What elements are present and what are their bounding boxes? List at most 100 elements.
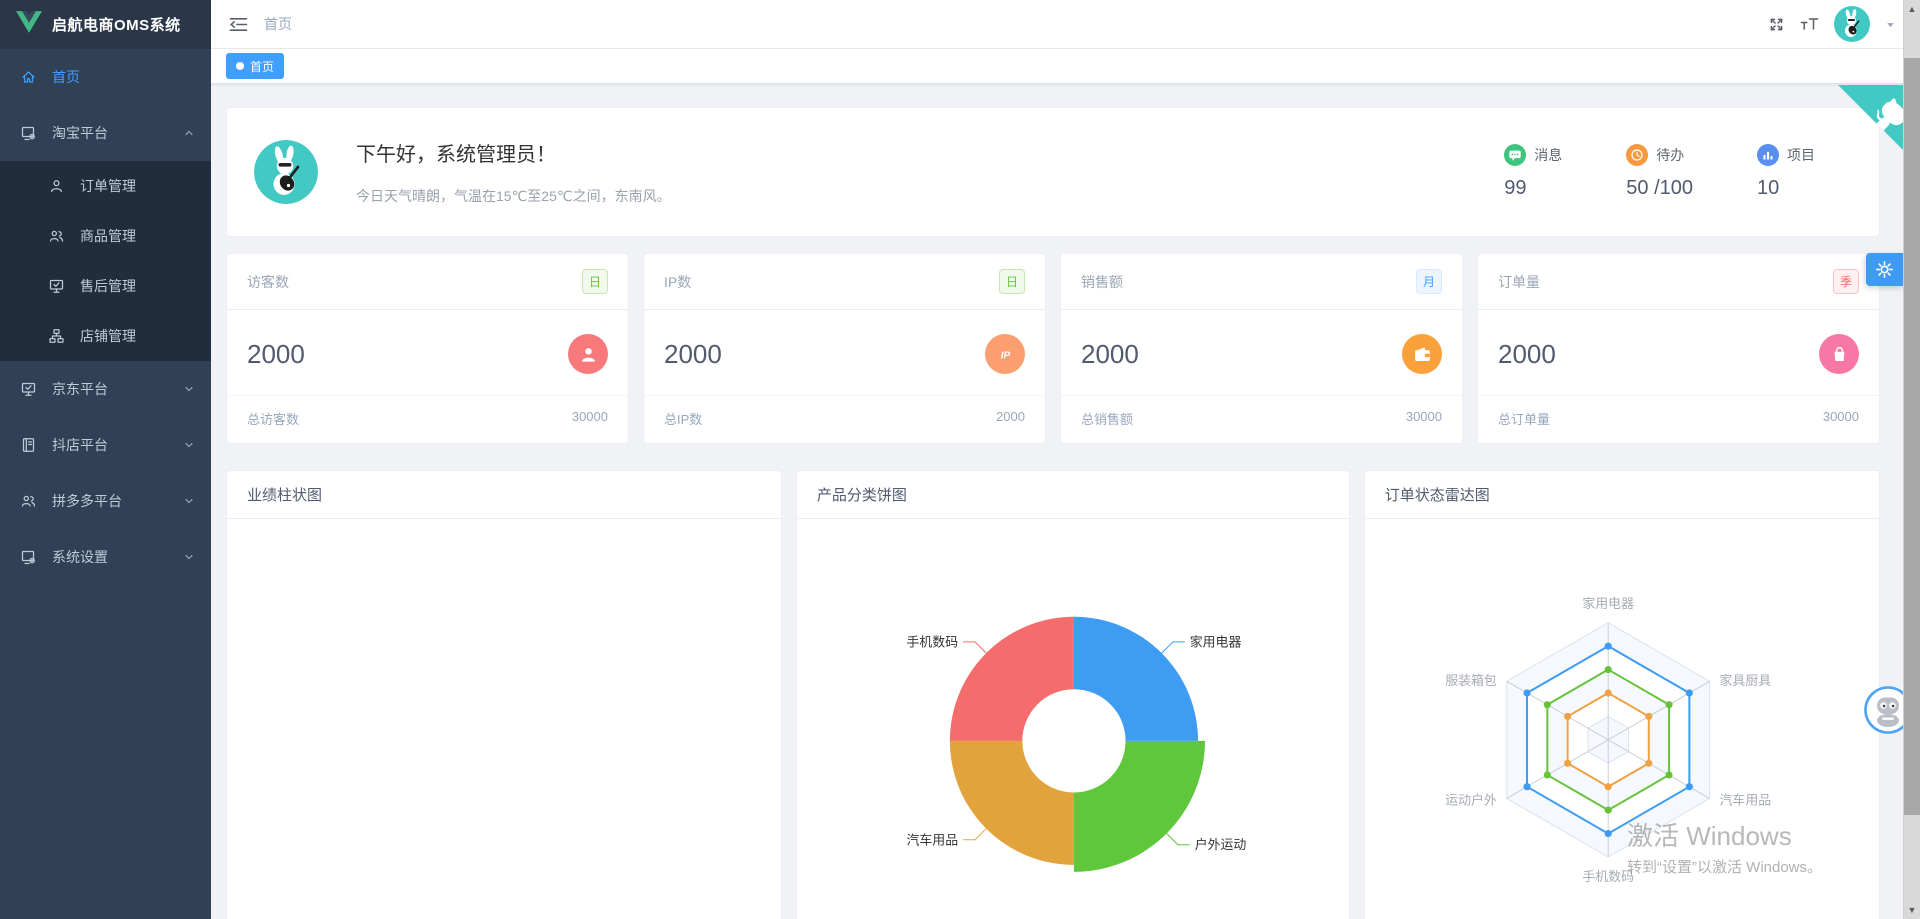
sidebar-item-goods-manage[interactable]: 商品管理 <box>0 211 211 261</box>
bag-icon <box>1819 334 1859 374</box>
github-corner[interactable] <box>1838 85 1920 167</box>
welcome-card: 下午好，系统管理员！ 今日天气晴朗，气温在15℃至25℃之间，东南风。 消息 9… <box>226 107 1880 237</box>
chevron-up-icon <box>183 127 195 139</box>
welcome-stat-value: 99 <box>1504 177 1527 199</box>
stat-card-orders: 订单量 季 2000 总订单量 30000 <box>1477 253 1880 444</box>
settings-fab[interactable] <box>1866 253 1903 286</box>
font-size-icon[interactable] <box>1800 16 1819 32</box>
stat-card-visitors: 访客数 日 2000 总访客数 30000 <box>226 253 629 444</box>
stat-card-ip: IP数 日 2000 IP 总IP数 2000 <box>643 253 1046 444</box>
sidebar-item-label: 售后管理 <box>80 278 136 294</box>
home-icon <box>20 69 38 85</box>
sidebar-item-label: 首页 <box>52 69 80 85</box>
stat-card-footer-value: 30000 <box>1405 409 1442 424</box>
chevron-down-icon <box>183 439 195 451</box>
welcome-text: 下午好，系统管理员！ 今日天气晴朗，气温在15℃至25℃之间，东南风。 <box>356 138 671 206</box>
app-logo: 启航电商OMS系统 <box>0 0 211 49</box>
stat-card-badge: 季 <box>1832 269 1859 294</box>
welcome-avatar <box>254 140 318 204</box>
stat-card-footer-label: 总订单量 <box>1498 412 1551 427</box>
clock-icon <box>1626 144 1649 166</box>
chevron-down-icon <box>183 495 195 507</box>
sidebar-item-home[interactable]: 首页 <box>0 49 211 105</box>
svg-text:汽车用品: 汽车用品 <box>1719 792 1771 807</box>
user-avatar[interactable] <box>1834 6 1870 42</box>
sidebar-item-pdd[interactable]: 拼多多平台 <box>0 473 211 529</box>
stat-card-title: IP数 <box>664 273 692 290</box>
stat-card-footer-label: 总访客数 <box>247 412 300 427</box>
sidebar-item-order-manage[interactable]: 订单管理 <box>0 161 211 211</box>
sidebar-item-label: 系统设置 <box>52 549 108 565</box>
welcome-stat-todos: 待办 50 /100 <box>1626 144 1693 200</box>
users-icon <box>48 228 66 244</box>
chart-title: 业绩柱状图 <box>247 487 323 504</box>
sidebar-item-label: 订单管理 <box>80 178 136 194</box>
welcome-stat-projects: 项目 10 <box>1757 144 1815 200</box>
tab-bar: 首页 <box>211 49 1920 84</box>
chart-title: 订单状态雷达图 <box>1384 487 1490 504</box>
sidebar-collapse-button[interactable] <box>229 17 248 32</box>
welcome-stat-label: 待办 <box>1656 147 1685 163</box>
svg-text:家用电器: 家用电器 <box>1582 596 1634 611</box>
stat-card-row: 访客数 日 2000 总访客数 30000 IP数 日 2000 IP 总IP数… <box>226 253 1880 444</box>
tab-home[interactable]: 首页 <box>226 53 285 79</box>
chart-card-bar: 业绩柱状图 00%2,00020%4,00040%6,00060%8,00080… <box>226 470 782 919</box>
scroll-up-arrow-icon[interactable]: ▲ <box>1907 4 1917 14</box>
sidebar-item-store-manage[interactable]: 店铺管理 <box>0 311 211 361</box>
project-icon <box>1757 144 1779 166</box>
stat-card-footer-label: 总IP数 <box>664 412 703 427</box>
welcome-stat-label: 项目 <box>1787 147 1815 163</box>
sidebar-item-settings[interactable]: 系统设置 <box>0 529 211 585</box>
users-icon <box>20 493 38 509</box>
chevron-down-icon <box>183 551 195 563</box>
vue-logo-icon <box>16 11 42 38</box>
stat-card-footer-value: 30000 <box>1822 409 1859 424</box>
sidebar-item-label: 拼多多平台 <box>52 493 122 509</box>
main-area: 首页 首页 下午好，系统管理员！ 今日天气晴朗，气温在15℃至25℃之间，东南风… <box>211 0 1920 919</box>
svg-text:家用电器: 家用电器 <box>1190 634 1242 649</box>
sidebar-item-doudian[interactable]: 抖店平台 <box>0 417 211 473</box>
welcome-stat-label: 消息 <box>1534 147 1563 163</box>
book-icon <box>20 437 38 453</box>
chart-row: 业绩柱状图 00%2,00020%4,00040%6,00060%8,00080… <box>226 470 1880 919</box>
chevron-down-icon <box>183 383 195 395</box>
scroll-down-arrow-icon[interactable]: ▼ <box>1907 905 1917 915</box>
stat-card-title: 订单量 <box>1498 273 1540 290</box>
fullscreen-icon[interactable] <box>1768 16 1785 33</box>
caret-down-icon[interactable] <box>1885 19 1896 30</box>
monitor-check-icon <box>48 278 66 294</box>
sidebar-submenu-taobao: 订单管理 商品管理 售后管理 店铺管理 <box>0 161 211 361</box>
chart-card-radar: 订单状态雷达图 家用电器 家具厨具 汽车用品 手机数码 运动户外 服装箱包 <box>1363 470 1880 919</box>
header-actions <box>1768 6 1920 42</box>
qq-robot-icon <box>1864 686 1912 734</box>
welcome-greeting: 下午好，系统管理员！ <box>356 144 556 166</box>
stat-card-title: 访客数 <box>247 273 289 290</box>
svg-text:IP: IP <box>1000 350 1010 361</box>
vertical-scrollbar[interactable]: ▲ ▼ <box>1903 0 1920 919</box>
svg-text:运动户外: 运动户外 <box>1445 792 1497 807</box>
person-icon <box>568 334 608 374</box>
welcome-stats: 消息 99 待办 50 /100 项目 10 <box>1504 144 1815 200</box>
sidebar-item-aftersale-manage[interactable]: 售后管理 <box>0 261 211 311</box>
app-title: 启航电商OMS系统 <box>52 17 181 34</box>
stat-card-sales: 销售额 月 2000 总销售额 30000 <box>1060 253 1463 444</box>
user-icon <box>48 178 66 194</box>
sidebar-item-label: 商品管理 <box>80 228 136 244</box>
scrollbar-thumb[interactable] <box>1904 58 1920 815</box>
chart-card-pie: 产品分类饼图 家用电器 户外运动 汽车用品 手机数码 <box>795 470 1350 919</box>
sidebar-item-taobao[interactable]: 淘宝平台 <box>0 105 211 161</box>
windows-activation-watermark: 激活 Windows <box>1627 821 1792 851</box>
stat-card-value: 2000 <box>247 338 305 369</box>
svg-text:汽车用品: 汽车用品 <box>906 832 958 847</box>
sidebar-item-jd[interactable]: 京东平台 <box>0 361 211 417</box>
org-icon <box>48 328 66 344</box>
breadcrumb[interactable]: 首页 <box>264 16 292 32</box>
customer-service-fab[interactable] <box>1864 686 1912 734</box>
monitor-gear-icon <box>20 549 38 565</box>
welcome-stat-messages: 消息 99 <box>1504 144 1562 200</box>
download-icon[interactable]: 00%2,00020%4,00040%6,00060%8,00080%10,00… <box>745 487 761 503</box>
tab-active-dot <box>236 62 244 70</box>
sidebar-nav: 首页 淘宝平台 订单管理 商品管理 售后管理 店铺管理 京东平台 抖店平台 拼多… <box>0 49 211 585</box>
